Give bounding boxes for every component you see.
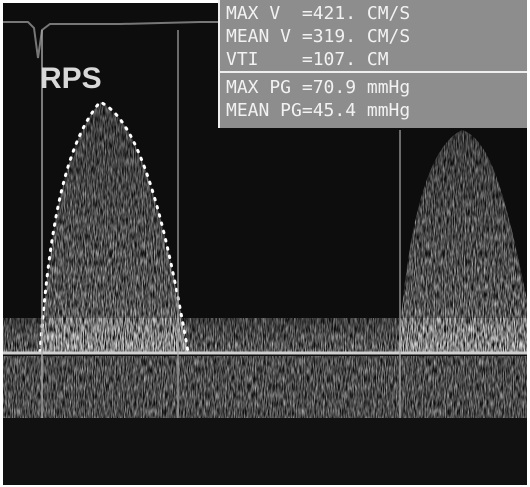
vessel-label: RPS xyxy=(40,62,102,95)
measurement: MAX V =421. CM/S xyxy=(226,3,410,24)
measurement: VTI =107. CM xyxy=(226,49,389,70)
bottom-area xyxy=(3,418,527,485)
measurement: MEAN V =319. CM/S xyxy=(226,26,410,47)
measurement: MAX PG =70.9 mmHg xyxy=(226,77,410,98)
reverse-band xyxy=(3,356,527,418)
doppler-screen: RPS MAX V =421. CM/S MEAN V =319. CM/S V… xyxy=(0,0,530,487)
measurement: MEAN PG=45.4 mmHg xyxy=(226,100,410,121)
page: RPS MAX V =421. CM/S MEAN V =319. CM/S V… xyxy=(0,0,530,487)
